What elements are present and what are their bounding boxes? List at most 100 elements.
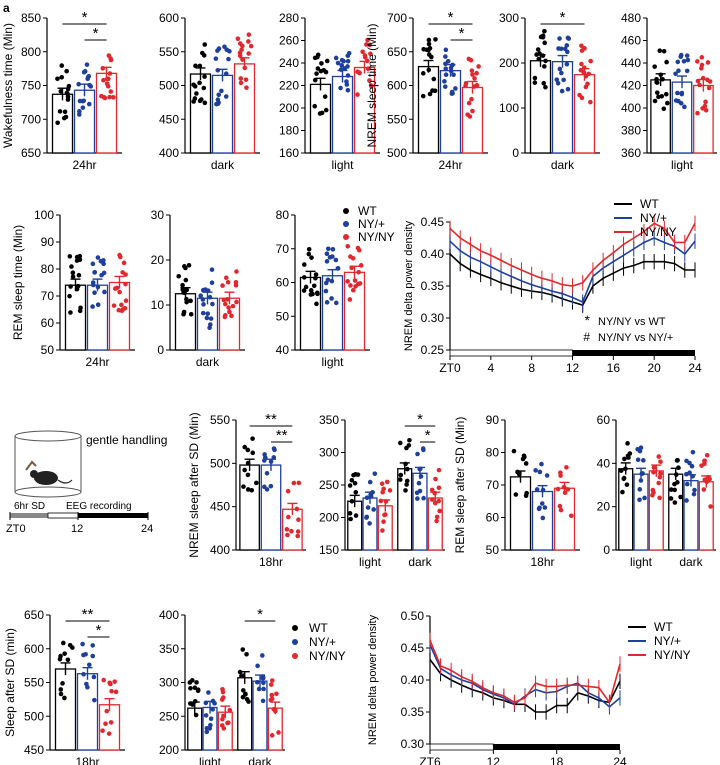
- x-tick-label: 12: [487, 755, 501, 765]
- y-tick-label: 650: [24, 608, 44, 622]
- data-point: [245, 447, 251, 453]
- y-tick-label: 650: [387, 45, 407, 59]
- data-point: [57, 109, 63, 114]
- data-point: [323, 107, 329, 113]
- data-point: [404, 482, 409, 487]
- data-point: [301, 275, 307, 280]
- data-point: [107, 680, 112, 686]
- y-tick-label: 450: [210, 500, 230, 514]
- data-point: [295, 529, 301, 534]
- data-point: [220, 283, 225, 288]
- y-tick-label: 250: [319, 478, 339, 492]
- data-point: [100, 728, 105, 733]
- y-axis-title: NREM delta power density: [367, 614, 379, 745]
- bar-NY/+: [86, 284, 109, 351]
- data-point: [294, 506, 300, 512]
- data-point: [268, 682, 274, 687]
- y-tick-label: 550: [159, 45, 179, 59]
- data-point: [661, 106, 667, 112]
- data-point: [654, 76, 659, 82]
- annotation-marker: *: [585, 312, 591, 328]
- data-point: [225, 297, 230, 302]
- legend-label: WT: [309, 621, 328, 635]
- x-tick-label: 24hr: [72, 158, 96, 172]
- data-point: [108, 720, 114, 725]
- y-tick-label: 160: [279, 146, 299, 160]
- data-point: [657, 495, 662, 501]
- data-point: [215, 97, 221, 103]
- data-point: [200, 50, 205, 56]
- data-point: [55, 76, 60, 82]
- data-point: [101, 270, 107, 276]
- data-point: [433, 37, 438, 42]
- bar-NY/+: [211, 74, 234, 154]
- data-point: [204, 725, 210, 731]
- data-point: [220, 686, 225, 692]
- data-point: [533, 468, 538, 473]
- data-point: [432, 88, 438, 94]
- data-point: [209, 280, 215, 286]
- data-point: [651, 465, 657, 470]
- bar-NY/NY: [98, 704, 121, 751]
- sig-marker: *: [257, 606, 263, 623]
- y-tick-label: 20: [597, 500, 611, 514]
- y-axis-title: Wakefulness time (Min): [1, 23, 15, 148]
- data-point: [244, 85, 249, 90]
- data-point: [107, 71, 113, 76]
- data-point: [658, 471, 663, 476]
- data-point: [225, 279, 231, 285]
- data-point: [227, 309, 232, 315]
- data-point: [242, 444, 248, 450]
- data-point: [284, 527, 290, 532]
- bar-NY/NY: [698, 481, 714, 551]
- sig-marker: **: [265, 411, 277, 428]
- data-point: [119, 302, 124, 308]
- data-point: [223, 71, 229, 76]
- y-tick-label: 80: [276, 208, 290, 222]
- data-point: [541, 80, 547, 86]
- data-point: [82, 69, 88, 74]
- data-point: [513, 492, 519, 497]
- data-point: [345, 73, 351, 78]
- y-tick-label: 400: [159, 608, 179, 622]
- bar-NY/+: [321, 275, 344, 351]
- line-chart-9: 0.25 0.30 0.35 0.40 0.45 NREM delta power den…: [403, 215, 702, 375]
- data-point: [355, 92, 360, 97]
- y-tick-label: 240: [279, 56, 299, 70]
- data-point: [561, 77, 566, 83]
- bar-chart-6: 50 60 70 80 90 100 REM sleep time (Min) 24hr: [11, 208, 135, 369]
- data-point: [626, 455, 631, 460]
- data-point: [108, 89, 114, 94]
- data-point: [695, 110, 700, 116]
- y-tick-label: 180: [279, 124, 299, 138]
- data-point: [319, 110, 325, 116]
- data-point: [91, 674, 97, 680]
- bar-chart-11: 150 200 250 300 350 light dark **: [319, 411, 445, 569]
- data-point: [256, 686, 262, 692]
- data-point: [586, 71, 592, 77]
- data-point: [672, 487, 677, 493]
- data-point: [685, 57, 691, 63]
- data-point: [194, 680, 199, 685]
- data-point: [420, 93, 426, 99]
- data-point: [564, 465, 569, 470]
- x-tick-label: light: [630, 555, 653, 569]
- data-point: [223, 301, 228, 307]
- data-point: [182, 264, 187, 269]
- data-point: [58, 653, 63, 659]
- x-tick-label: dark: [211, 158, 235, 172]
- data-point: [543, 58, 548, 64]
- data-point: [192, 84, 198, 89]
- data-point: [355, 472, 361, 477]
- data-point: [249, 487, 255, 493]
- data-point: [622, 456, 627, 462]
- data-point: [324, 251, 330, 257]
- data-point: [234, 299, 239, 305]
- y-tick-label: 0.50: [401, 609, 425, 623]
- bar-NY/+: [551, 61, 574, 154]
- data-point: [70, 274, 76, 279]
- bar-WT: [239, 464, 260, 551]
- data-point: [223, 275, 229, 281]
- line-chart-16: 0.30 0.35 0.40 0.45 0.50 NREM delta power den…: [367, 609, 627, 765]
